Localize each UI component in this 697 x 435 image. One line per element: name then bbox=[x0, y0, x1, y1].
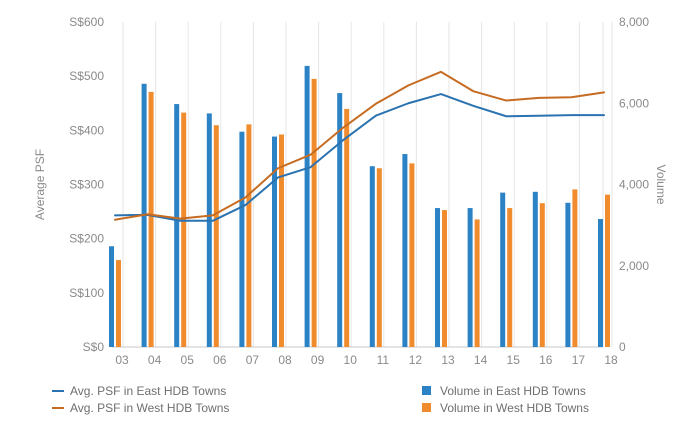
bar-east-volume-17 bbox=[565, 202, 571, 347]
x-tick-label-14: 14 bbox=[474, 353, 488, 367]
y-right-tick-label: 2,000 bbox=[619, 259, 649, 273]
bar-west-volume-07 bbox=[246, 124, 252, 347]
bar-east-volume-12 bbox=[402, 154, 408, 347]
y-right-tick-label: 8,000 bbox=[619, 15, 649, 29]
bar-west-volume-06 bbox=[213, 125, 219, 347]
line-west-avg-psf bbox=[114, 70, 605, 221]
line-east-avg-psf bbox=[114, 93, 605, 222]
x-tick-label-07: 07 bbox=[246, 353, 260, 367]
bar-west-volume-08 bbox=[279, 134, 284, 347]
y-right-tick-label: 6,000 bbox=[619, 96, 649, 110]
y-right-tick-label: 0 bbox=[619, 340, 626, 354]
legend-label: Avg. PSF in West HDB Towns bbox=[70, 401, 229, 415]
bar-east-volume-03 bbox=[109, 246, 114, 347]
bar-west-volume-13 bbox=[442, 210, 447, 347]
bar-west-volume-10 bbox=[344, 108, 350, 347]
x-tick-label-05: 05 bbox=[181, 353, 195, 367]
bar-west-volume-11 bbox=[376, 168, 382, 347]
y-left-axis-title: Average PSF bbox=[33, 149, 47, 220]
x-tick-label-17: 17 bbox=[572, 353, 586, 367]
x-tick-label-11: 11 bbox=[377, 353, 390, 367]
x-tick-label-15: 15 bbox=[507, 353, 521, 367]
bar-east-volume-08 bbox=[272, 136, 277, 347]
legend-label: Volume in West HDB Towns bbox=[440, 401, 589, 415]
bar-west-volume-15 bbox=[507, 208, 513, 347]
y-left-tick-label: S$0 bbox=[83, 340, 105, 354]
bar-east-volume-06 bbox=[206, 113, 212, 347]
bar-east-volume-11 bbox=[369, 166, 375, 347]
bar-east-volume-09 bbox=[304, 65, 310, 347]
bar-east-volume-05 bbox=[174, 104, 180, 347]
y-left-tick-label: S$600 bbox=[69, 15, 104, 29]
bar-east-volume-14 bbox=[467, 208, 473, 347]
x-tick-label-12: 12 bbox=[409, 353, 423, 367]
bar-east-volume-10 bbox=[337, 93, 343, 347]
bar-east-volume-18 bbox=[598, 219, 603, 347]
x-tick-label-16: 16 bbox=[539, 353, 553, 367]
x-tick-label-04: 04 bbox=[148, 353, 162, 367]
legend-label: Avg. PSF in East HDB Towns bbox=[70, 384, 226, 398]
y-left-tick-label: S$200 bbox=[69, 232, 104, 246]
bar-west-volume-18 bbox=[605, 194, 610, 347]
bar-east-volume-13 bbox=[435, 208, 440, 347]
y-left-tick-label: S$300 bbox=[69, 178, 104, 192]
bar-west-volume-09 bbox=[311, 78, 317, 347]
legend-label: Volume in East HDB Towns bbox=[440, 384, 586, 398]
y-left-tick-label: S$500 bbox=[69, 69, 104, 83]
bar-west-volume-04 bbox=[148, 91, 154, 347]
x-tick-label-03: 03 bbox=[115, 353, 129, 367]
bar-east-volume-07 bbox=[239, 131, 245, 347]
y-right-tick-label: 4,000 bbox=[619, 178, 649, 192]
y-right-axis-title: Volume bbox=[654, 164, 668, 204]
bar-west-volume-16 bbox=[539, 203, 545, 347]
x-tick-label-18: 18 bbox=[604, 353, 618, 367]
x-tick-label-09: 09 bbox=[311, 353, 325, 367]
bar-west-volume-12 bbox=[409, 163, 415, 347]
bar-west-volume-14 bbox=[474, 219, 480, 347]
bar-west-volume-03 bbox=[116, 260, 121, 347]
bar-west-volume-05 bbox=[181, 112, 187, 347]
y-left-tick-label: S$100 bbox=[69, 286, 104, 300]
legend-swatch-bar bbox=[422, 403, 431, 412]
x-tick-label-10: 10 bbox=[344, 353, 358, 367]
x-tick-label-06: 06 bbox=[213, 353, 227, 367]
y-left-tick-label: S$400 bbox=[69, 123, 104, 137]
x-tick-label-08: 08 bbox=[278, 353, 292, 367]
bar-east-volume-15 bbox=[500, 192, 506, 347]
bar-east-volume-16 bbox=[532, 191, 538, 347]
x-tick-label-13: 13 bbox=[441, 353, 455, 367]
legend-swatch-bar bbox=[422, 386, 431, 395]
bar-west-volume-17 bbox=[572, 189, 578, 347]
